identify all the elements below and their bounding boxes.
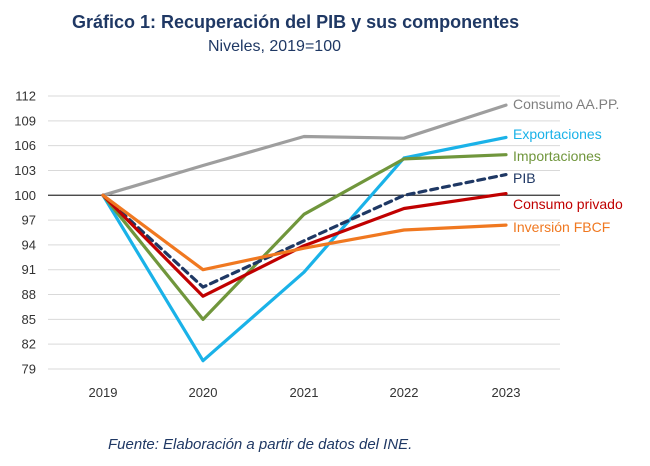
y-tick-label: 112 — [15, 89, 36, 104]
series-line-3 — [101, 173, 508, 289]
y-tick-label: 94 — [22, 237, 36, 252]
x-tick-label: 2022 — [390, 385, 419, 400]
legend-label: Consumo privado — [513, 196, 623, 212]
series-line-5 — [101, 193, 508, 272]
legend-label: Exportaciones — [513, 126, 602, 142]
y-tick-label: 91 — [22, 262, 36, 277]
x-tick-label: 2020 — [189, 385, 218, 400]
y-tick-label: 97 — [22, 213, 36, 228]
y-axis-ticks: 79 82 85 88 91 94 97 100 103 106 109 112 — [14, 89, 36, 377]
series-lines — [101, 103, 508, 363]
series-line-4 — [101, 192, 508, 298]
legend-label: Importaciones — [513, 148, 601, 164]
x-axis-ticks: 2019 2020 2021 2022 2023 — [89, 385, 521, 400]
x-tick-label: 2021 — [290, 385, 319, 400]
chart-subtitle: Niveles, 2019=100 — [208, 38, 341, 55]
chart-title: Gráfico 1: Recuperación del PIB y sus co… — [72, 12, 520, 32]
series-line-1 — [101, 135, 508, 363]
x-tick-label: 2023 — [492, 385, 521, 400]
y-tick-label: 82 — [22, 337, 36, 352]
y-tick-label: 79 — [22, 362, 36, 377]
source-note: Fuente: Elaboración a partir de datos de… — [108, 436, 413, 453]
y-tick-label: 103 — [14, 163, 36, 178]
legend-label: PIB — [513, 170, 536, 186]
series-line-2 — [101, 153, 508, 321]
y-tick-label: 85 — [22, 312, 36, 327]
legend: Consumo AA.PP. Exportaciones Importaciones… — [513, 96, 623, 235]
y-tick-label: 100 — [14, 188, 36, 203]
y-tick-label: 109 — [14, 113, 36, 128]
y-tick-label: 88 — [22, 287, 36, 302]
legend-label: Inversión FBCF — [513, 219, 610, 235]
gridlines — [48, 95, 560, 370]
y-tick-label: 106 — [14, 138, 36, 153]
series-line-0 — [101, 103, 508, 197]
x-tick-label: 2019 — [89, 385, 118, 400]
legend-label: Consumo AA.PP. — [513, 96, 619, 112]
